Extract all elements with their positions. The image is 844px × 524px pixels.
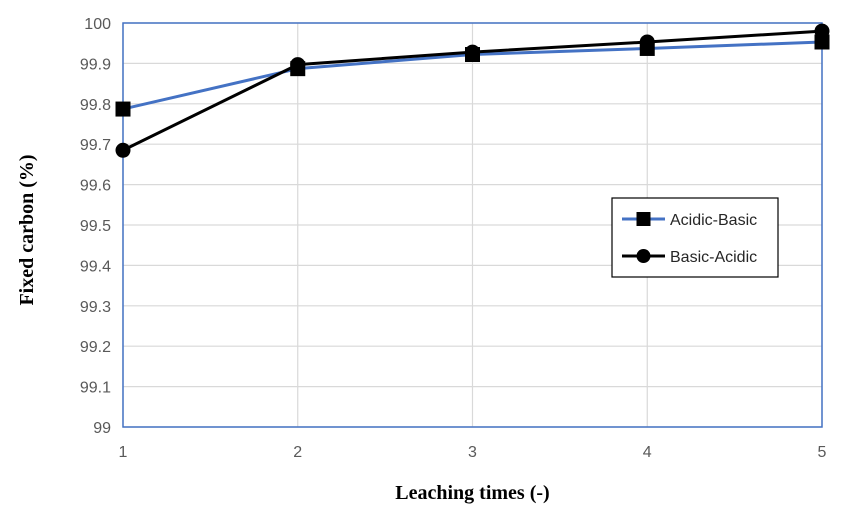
- data-point-circle: [290, 57, 306, 73]
- y-tick-label: 100: [84, 16, 111, 33]
- y-axis-ticks: 99 99.1 99.2 99.3 99.4 99.5 99.6 99.7 99.8 99.9 10…: [80, 16, 111, 437]
- data-point-circle: [814, 23, 830, 39]
- x-axis-title: Leaching times (-): [395, 482, 549, 504]
- data-point-circle: [465, 44, 480, 60]
- y-tick-label: 99.3: [80, 299, 111, 316]
- y-tick-label: 99.6: [80, 178, 111, 195]
- x-tick-label: 4: [643, 444, 652, 461]
- legend-marker-square: [636, 212, 651, 226]
- legend-item: Acidic-Basic: [622, 212, 757, 229]
- y-tick-label: 99.9: [80, 56, 111, 73]
- y-tick-label: 99: [93, 420, 111, 437]
- legend: Acidic-Basic Basic-Acidic: [611, 197, 779, 278]
- data-point-square: [115, 101, 131, 117]
- data-point-circle: [639, 34, 655, 50]
- data-point-square: [814, 34, 830, 50]
- y-axis-title: Fixed carbon (%): [16, 154, 38, 305]
- x-tick-label: 3: [468, 444, 477, 461]
- y-tick-label: 99.8: [80, 97, 111, 114]
- series-layer: [115, 23, 830, 158]
- x-tick-label: 1: [119, 444, 128, 461]
- y-tick-label: 99.5: [80, 218, 111, 235]
- y-tick-label: 99.4: [80, 258, 111, 275]
- y-tick-label: 99.2: [80, 339, 111, 356]
- y-tick-label: 99.7: [80, 137, 111, 154]
- legend-label: Basic-Acidic: [670, 249, 757, 266]
- y-tick-label: 99.1: [80, 380, 111, 397]
- x-tick-label: 2: [293, 444, 302, 461]
- legend-label: Acidic-Basic: [670, 212, 757, 229]
- x-axis-ticks: 1 2 3 4 5: [119, 444, 827, 461]
- plot-area-border: [122, 22, 823, 428]
- legend-box: [611, 197, 779, 278]
- series-basic-acidic: [115, 23, 830, 158]
- data-point-circle: [115, 142, 131, 158]
- x-tick-label: 5: [818, 444, 827, 461]
- legend-item: Basic-Acidic: [622, 249, 757, 266]
- legend-marker-circle: [636, 249, 651, 263]
